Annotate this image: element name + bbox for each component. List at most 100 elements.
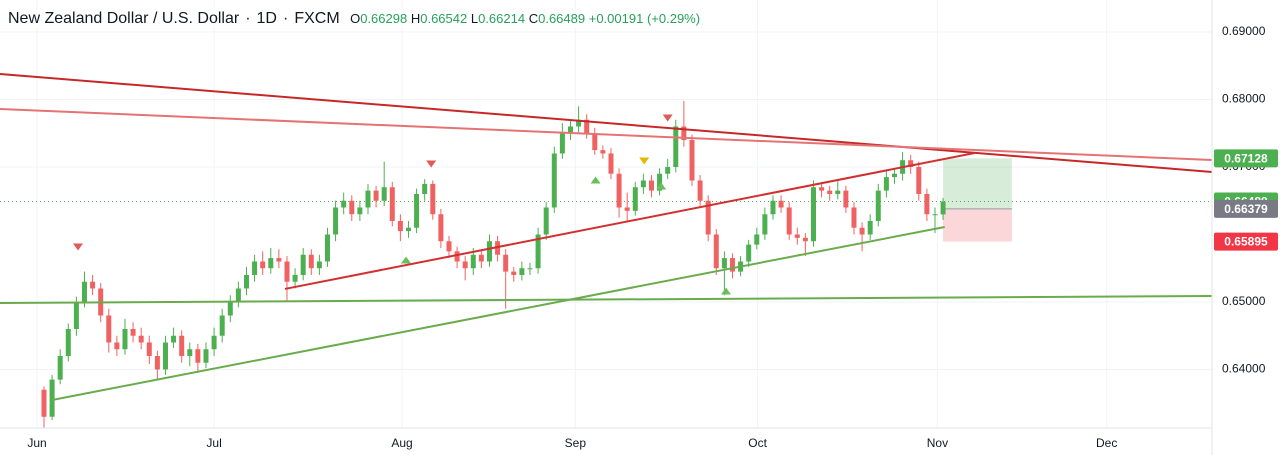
x-tick-label: Sep <box>565 436 587 450</box>
candle-body <box>454 251 460 262</box>
x-tick-label: Nov <box>927 436 948 450</box>
candle-body <box>527 268 533 270</box>
sep: · <box>282 10 289 27</box>
sep: · <box>245 10 251 27</box>
candle-body <box>632 187 638 211</box>
profit-zone <box>943 158 1012 209</box>
trend-line <box>0 108 1213 161</box>
candle-body <box>405 227 411 232</box>
candle-body <box>211 335 217 350</box>
candle-body <box>65 328 71 356</box>
candle-body <box>438 214 444 242</box>
candle-body <box>608 153 614 174</box>
signal-marker <box>639 157 650 165</box>
candle-body <box>567 126 573 134</box>
candle-body <box>462 261 468 269</box>
candle-body <box>819 187 825 191</box>
candle-body <box>268 258 274 269</box>
change-pct: (+0.29%) <box>646 11 701 26</box>
candle-body <box>365 190 371 208</box>
l-value: 0.66214 <box>478 11 526 26</box>
price-tag-label: 0.66379 <box>1224 202 1268 216</box>
candle-body <box>486 241 492 262</box>
c-value: 0.66489 <box>538 11 586 26</box>
candle-body <box>600 150 606 154</box>
change: +0.00191 <box>588 11 644 26</box>
candle-body <box>778 200 784 208</box>
candle-body <box>640 180 646 188</box>
candle-body <box>794 234 800 238</box>
candle-body <box>397 220 403 232</box>
ohlc: O0.66298 H0.66542 L0.66214 C0.66489 +0.0… <box>350 11 700 26</box>
candle-body <box>235 288 241 302</box>
candle-body <box>891 173 897 178</box>
candle-body <box>843 190 849 208</box>
x-tick-label: Dec <box>1096 436 1117 450</box>
candle-body <box>373 190 379 201</box>
candle-body <box>851 207 857 228</box>
candle-body <box>616 173 622 208</box>
y-tick-label: 0.68000 <box>1222 92 1266 106</box>
candle-body <box>478 254 484 262</box>
candle-body <box>673 126 679 167</box>
price-tag <box>1214 199 1278 218</box>
exchange: FXCM <box>294 10 340 27</box>
candle-body <box>503 254 509 272</box>
candle-body <box>576 119 582 127</box>
candle-body <box>762 214 768 235</box>
candle-body <box>697 180 703 201</box>
x-tick-label: Jul <box>206 436 221 450</box>
interval: 1D <box>256 10 277 27</box>
signal-marker <box>721 287 732 295</box>
candle-body <box>940 201 946 215</box>
candle-body <box>162 342 168 370</box>
candle-body <box>276 258 282 262</box>
price-tag-label: 0.65895 <box>1224 235 1268 249</box>
candle-body <box>624 207 630 211</box>
candle-body <box>171 335 177 343</box>
candle-body <box>414 193 420 228</box>
candle-body <box>49 379 55 417</box>
candle-body <box>187 349 193 356</box>
signal-marker <box>426 160 437 168</box>
h-value: 0.66542 <box>420 11 468 26</box>
header: New Zealand Dollar / U.S. Dollar · 1D · FXCM… <box>8 10 701 28</box>
candle-body <box>592 133 598 151</box>
l-label: L <box>470 11 479 26</box>
c-label: C <box>528 11 539 26</box>
candle-body <box>122 328 128 350</box>
signal-marker <box>656 182 667 190</box>
candle-body <box>657 173 663 191</box>
candle-body <box>770 200 776 215</box>
candle-body <box>721 258 727 269</box>
candle-body <box>430 183 436 215</box>
candle-body <box>705 200 711 235</box>
candle-body <box>195 349 201 363</box>
candle-body <box>511 271 517 275</box>
candle-body <box>584 119 590 134</box>
trend-line <box>0 72 1213 173</box>
candle-body <box>227 301 233 316</box>
candle-body <box>154 355 160 370</box>
candle-body <box>341 200 347 208</box>
candle-body <box>106 315 112 343</box>
signal-marker <box>662 114 673 122</box>
candle-body <box>810 187 816 242</box>
candle-body <box>713 234 719 269</box>
candle-body <box>924 193 930 215</box>
candle-body <box>746 244 752 262</box>
candle-body <box>81 281 87 302</box>
candle-body <box>551 153 557 208</box>
candle-body <box>689 139 695 181</box>
y-tick-label: 0.69000 <box>1222 24 1266 38</box>
candle-body <box>179 335 185 356</box>
candle-body <box>875 190 881 221</box>
candle-body <box>357 207 363 215</box>
candle-body <box>292 274 298 282</box>
candle-body <box>300 254 306 275</box>
candle-body <box>786 207 792 235</box>
o-label: O <box>350 11 361 26</box>
candle-body <box>316 261 322 269</box>
